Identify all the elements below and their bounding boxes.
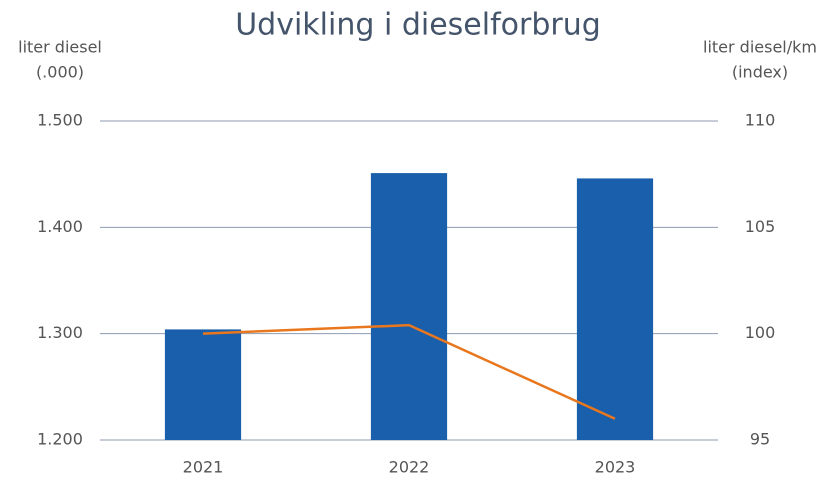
y-axis-label: liter diesel [18,38,102,57]
y-tick-label: 1.500 [37,111,83,130]
y-axis-label: (.000) [36,63,84,82]
bar [576,178,654,441]
y2-tick-label: 110 [745,111,776,130]
bar [370,173,448,440]
x-tick-label: 2023 [595,458,636,477]
y-tick-label: 1.200 [37,430,83,449]
y2-tick-label: 105 [745,217,776,236]
line [202,323,616,420]
x-tick-label: 2021 [183,458,224,477]
x-tick-label: 2022 [389,458,430,477]
y-tick-label: 1.300 [37,323,83,342]
y2-axis-label: (index) [732,63,788,82]
chart-title: Udvikling i dieselforbrug [235,8,601,43]
y-tick-label: 1.400 [37,217,83,236]
y2-axis-label: liter diesel/km [703,38,817,57]
y2-tick-label: 95 [750,430,770,449]
y2-tick-label: 100 [745,323,776,342]
bar [164,329,242,440]
